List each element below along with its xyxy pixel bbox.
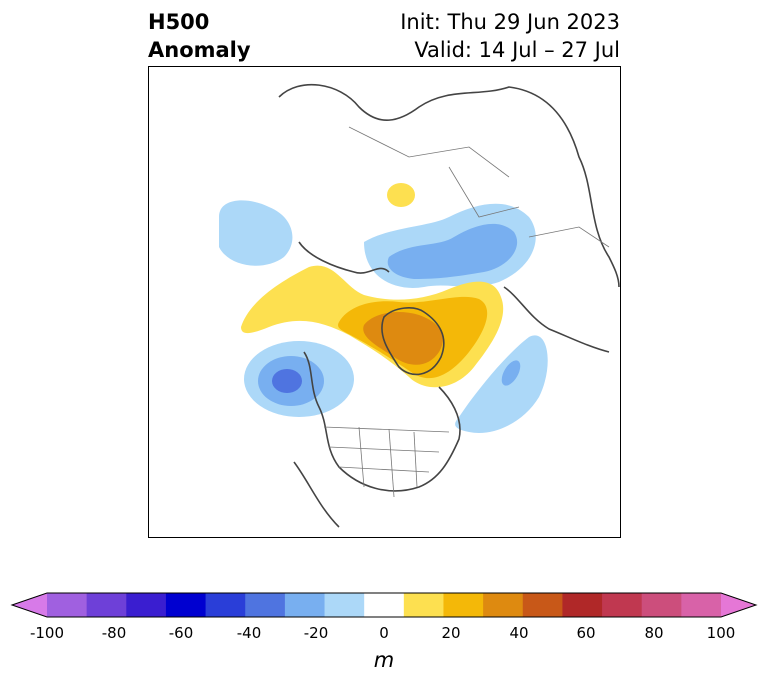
anomaly-pacific-trough-core: [272, 369, 302, 393]
colorbar-outline: [10, 592, 758, 618]
colorbar-extend-min: [12, 593, 47, 617]
init-date: Init: Thu 29 Jun 2023: [400, 10, 620, 34]
anomaly-siberia-trough-core: [387, 223, 518, 279]
colorbar-segment: [641, 593, 682, 617]
map-svg: [149, 67, 620, 537]
colorbar-segment: [165, 593, 207, 617]
colorbar-tick-label: -20: [303, 624, 329, 642]
borders: [323, 126, 610, 498]
colorbar-tick-label: 60: [576, 624, 596, 642]
chart-title-left: H500 Anomaly: [148, 8, 251, 64]
anomaly-atlantic-trough: [455, 335, 548, 433]
colorbar-extend-max: [721, 593, 756, 617]
colorbar-segment: [483, 593, 524, 617]
colorbar-segment: [324, 593, 365, 617]
title-variable: H500: [148, 10, 210, 34]
chart-title-right: Init: Thu 29 Jun 2023 Valid: 14 Jul – 27…: [400, 8, 620, 64]
colorbar-segment: [403, 593, 444, 617]
colorbar-segment: [284, 593, 326, 617]
colorbar-segment: [443, 593, 484, 617]
anomaly-atlantic-trough-core: [501, 360, 521, 386]
colorbar-segment: [562, 593, 603, 617]
colorbar-tick-label: 80: [644, 624, 664, 642]
colorbar-segment: [245, 593, 286, 617]
colorbar-segment: [86, 593, 127, 617]
colorbar-segment: [522, 593, 563, 617]
colorbar-segment: [47, 593, 88, 617]
anomaly-arctic-ridge-core: [363, 312, 443, 365]
colorbar-tick-label: 100: [706, 624, 736, 642]
colorbar-tick-label: 40: [509, 624, 529, 642]
anomaly-map: [148, 66, 621, 538]
colorbar-units: m: [373, 648, 395, 672]
colorbar-segment: [364, 593, 405, 617]
coastlines: [278, 83, 620, 528]
anomaly-siberia-ridge: [387, 183, 415, 207]
title-type: Anomaly: [148, 38, 251, 62]
valid-range: Valid: 14 Jul – 27 Jul: [414, 38, 620, 62]
colorbar-segment: [126, 593, 167, 617]
colorbar-tick-label: -60: [168, 624, 194, 642]
colorbar-tick-label: 20: [441, 624, 461, 642]
colorbar-tick-label: 0: [379, 624, 389, 642]
colorbar-tick-label: -40: [236, 624, 262, 642]
colorbar-segment: [602, 593, 643, 617]
colorbar: [10, 592, 758, 618]
colorbar-tick-label: -100: [29, 624, 65, 642]
colorbar-segment: [205, 593, 246, 617]
anomaly-alaska-trough: [219, 200, 293, 266]
colorbar-tick-label: -80: [101, 624, 127, 642]
colorbar-segment: [681, 593, 722, 617]
